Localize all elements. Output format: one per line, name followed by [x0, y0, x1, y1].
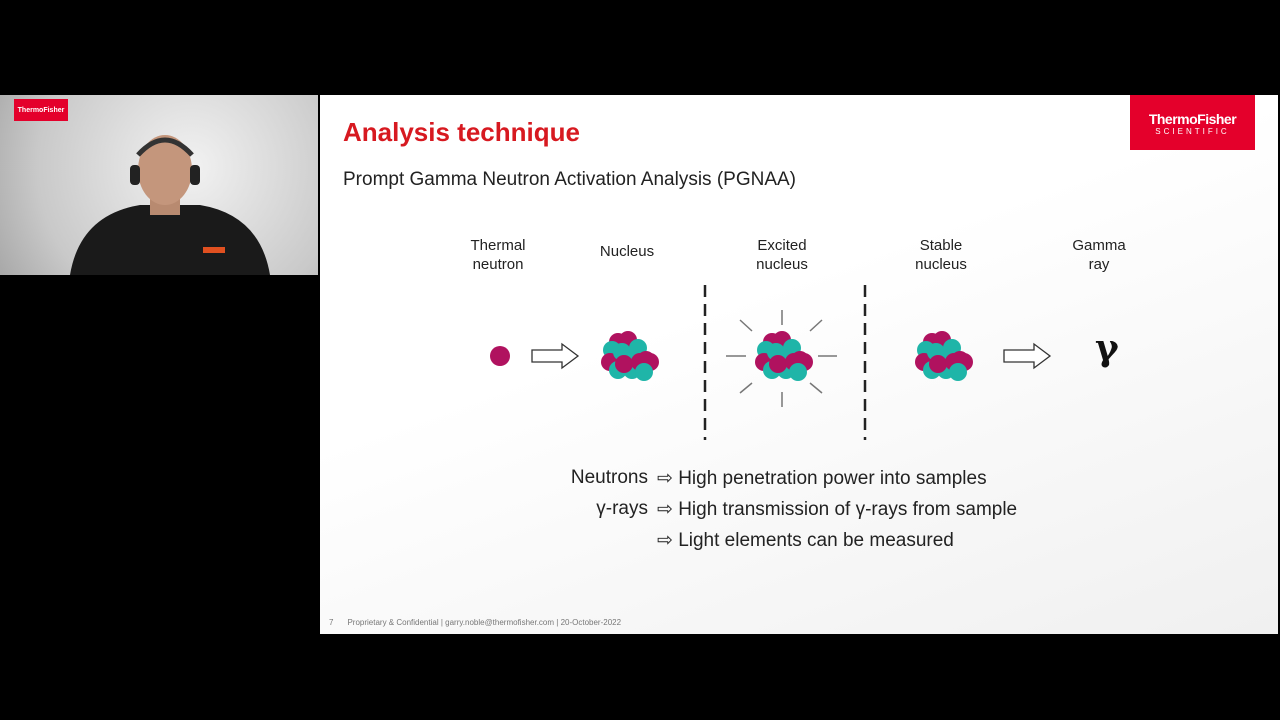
excitation-rays — [726, 310, 837, 407]
arrow-icon — [531, 342, 580, 370]
proton — [769, 355, 787, 373]
gamma-symbol: γ — [1095, 327, 1119, 369]
label-thermal-neutron: Thermal neutron — [470, 237, 526, 273]
nucleus-icon — [915, 331, 973, 381]
neutron — [635, 363, 653, 381]
bullet-text: ⇨ High transmission of γ-rays from sampl… — [657, 499, 1018, 520]
proton — [929, 355, 947, 373]
bullet-text: ⇨ Light elements can be measured — [657, 530, 954, 551]
slide-title: Analysis technique — [343, 117, 580, 147]
slide-footer: 7 Proprietary & Confidential | garry.nobl… — [329, 618, 635, 627]
arrow-icon — [1003, 342, 1052, 370]
bullet-text: ⇨ High penetration power into samples — [657, 468, 987, 489]
presenter-image — [70, 135, 270, 275]
label-gamma-ray: Gamma ray — [1072, 237, 1126, 273]
label-nucleus: Nucleus — [599, 243, 655, 260]
neutron-particle — [490, 346, 510, 366]
label-stable-nucleus: Stable nucleus — [915, 237, 967, 273]
nucleus-icon — [755, 331, 813, 381]
label-excited-nucleus: Excited nucleus — [756, 237, 808, 273]
neutron — [789, 363, 807, 381]
slide-subtitle: Prompt Gamma Neutron Activation Analysis… — [343, 169, 796, 190]
bullet-term: Neutrons — [570, 467, 648, 488]
proton — [615, 355, 633, 373]
webcam-logo: ThermoFisher — [14, 99, 68, 121]
presentation-slide: Analysis technique Prompt Gamma Neutron … — [320, 95, 1278, 634]
bullet-term: γ-rays — [596, 498, 648, 519]
pgnaa-diagram: γ — [490, 285, 1119, 440]
nucleus-icon — [601, 331, 659, 381]
webcam-feed: ThermoFisher — [0, 95, 318, 275]
footer-text: Proprietary & Confidential | garry.noble… — [347, 618, 622, 627]
page-number: 7 — [329, 618, 334, 627]
thermo-fisher-logo: ThermoFisher SCIENTIFIC — [1130, 95, 1255, 150]
neutron — [949, 363, 967, 381]
